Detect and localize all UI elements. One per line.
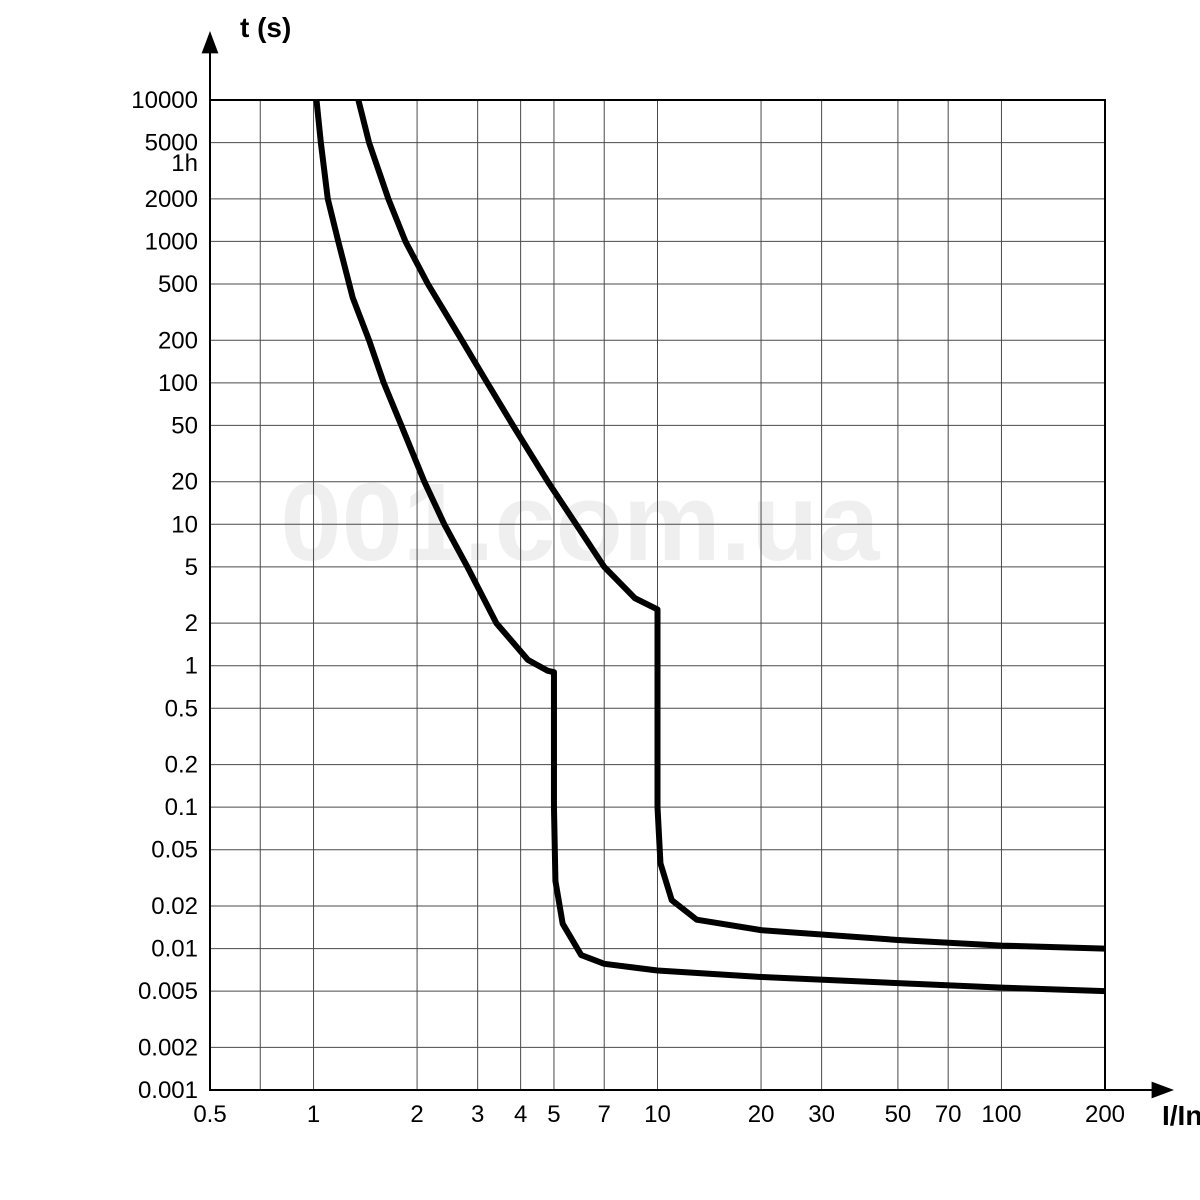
x-tick-label: 1 <box>307 1101 320 1128</box>
x-tick-label: 50 <box>885 1101 912 1128</box>
y-axis-label: t (s) <box>240 12 291 43</box>
y-tick-label: 0.2 <box>165 752 198 779</box>
x-axis-label: I/In <box>1162 1100 1200 1131</box>
x-tick-label: 4 <box>514 1101 527 1128</box>
y-tick-label: 1 <box>185 653 198 680</box>
y-tick-label: 500 <box>158 271 198 298</box>
x-tick-label: 70 <box>935 1101 962 1128</box>
y-tick-label: 0.005 <box>138 978 198 1005</box>
x-tick-label: 200 <box>1085 1101 1125 1128</box>
x-tick-label: 0.5 <box>193 1101 226 1128</box>
y-axis-arrow-icon <box>202 31 219 53</box>
watermark: 001.com.ua <box>280 461 880 584</box>
y-tick-label: 0.02 <box>151 893 198 920</box>
trip-curve-chart: 001.com.uat (s)I/In0.5123457102030507010… <box>0 0 1200 1200</box>
x-tick-label: 2 <box>410 1101 423 1128</box>
x-tick-label: 30 <box>808 1101 835 1128</box>
y-tick-label: 10 <box>171 511 198 538</box>
y-tick-label: 2 <box>185 610 198 637</box>
y-tick-label: 2000 <box>145 186 198 213</box>
y-tick-label: 50 <box>171 412 198 439</box>
y-tick-label: 0.1 <box>165 794 198 821</box>
y-tick-label: 1000 <box>145 228 198 255</box>
y-tick-label: 200 <box>158 327 198 354</box>
y-tick-label: 10000 <box>131 87 198 114</box>
y-tick-label: 0.01 <box>151 936 198 963</box>
y-tick-label: 0.001 <box>138 1077 198 1104</box>
y-tick-label: 0.002 <box>138 1034 198 1061</box>
y-tick-label: 100 <box>158 370 198 397</box>
x-tick-label: 10 <box>644 1101 671 1128</box>
y-tick-label-extra: 1h <box>171 150 198 177</box>
x-tick-label: 7 <box>598 1101 611 1128</box>
x-tick-label: 3 <box>471 1101 484 1128</box>
y-tick-label: 20 <box>171 469 198 496</box>
y-tick-label: 5 <box>185 554 198 581</box>
y-tick-label: 0.5 <box>165 695 198 722</box>
x-tick-label: 5 <box>547 1101 560 1128</box>
x-tick-label: 20 <box>748 1101 775 1128</box>
x-tick-label: 100 <box>981 1101 1021 1128</box>
y-tick-label: 0.05 <box>151 837 198 864</box>
x-axis-arrow-icon <box>1152 1082 1174 1099</box>
